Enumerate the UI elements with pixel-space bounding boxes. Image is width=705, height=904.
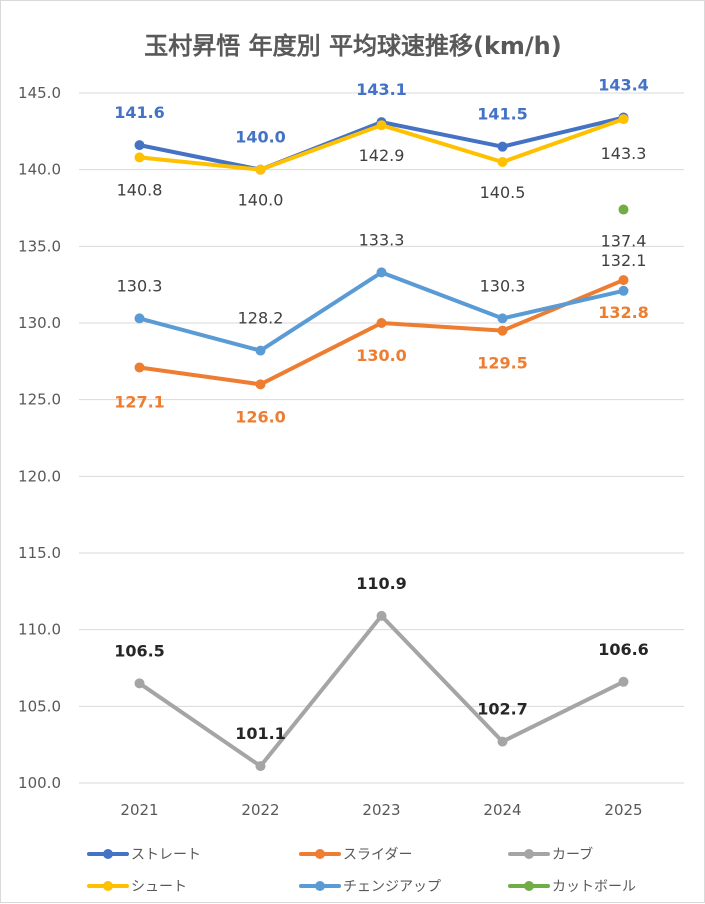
legend-entry: シュート — [87, 879, 187, 895]
data-point — [376, 318, 387, 328]
y-tick-label: 110.0 — [18, 621, 61, 639]
series-3 — [134, 114, 629, 175]
data-point — [618, 676, 629, 687]
x-tick-label: 2021 — [120, 801, 158, 819]
chart-title: 玉村昇悟 年度別 平均球速推移(km/h) — [144, 32, 561, 60]
data-label: 102.7 — [477, 700, 528, 719]
data-point — [497, 157, 508, 167]
data-point — [497, 313, 508, 324]
series-4 — [134, 267, 629, 356]
y-tick-label: 100.0 — [18, 774, 61, 792]
legend-swatch-marker — [103, 881, 113, 891]
legend-label: カットボール — [552, 879, 636, 895]
data-label: 130.0 — [356, 346, 407, 365]
legend-swatch-marker — [524, 849, 534, 859]
x-tick-label: 2025 — [604, 801, 642, 819]
data-point — [618, 204, 629, 215]
data-label: 129.5 — [477, 354, 528, 373]
data-point — [134, 152, 145, 163]
data-point — [618, 114, 629, 125]
legend-swatch-marker — [524, 881, 534, 891]
data-label: 106.6 — [598, 640, 649, 659]
data-label: 128.2 — [238, 309, 284, 328]
y-tick-label: 105.0 — [18, 697, 61, 715]
gridlines — [79, 92, 684, 784]
data-point — [497, 141, 508, 152]
data-label: 143.1 — [356, 80, 407, 99]
legend-entry: チェンジアップ — [299, 879, 441, 895]
data-label: 127.1 — [114, 392, 165, 411]
series-1 — [134, 275, 629, 390]
y-tick-label: 140.0 — [18, 161, 61, 179]
series-line — [137, 613, 626, 769]
data-label: 143.3 — [601, 144, 647, 163]
data-label: 141.6 — [114, 103, 165, 122]
data-label: 130.3 — [480, 276, 526, 295]
data-label: 140.8 — [117, 180, 163, 199]
legend-label: ストレート — [131, 847, 201, 863]
data-label: 137.4 — [601, 232, 647, 251]
data-label: 140.5 — [480, 183, 526, 202]
data-point — [134, 362, 145, 373]
series-lines — [134, 112, 629, 772]
legend-entry: スライダー — [299, 847, 412, 863]
y-tick-label: 130.0 — [18, 314, 61, 332]
data-point — [376, 267, 387, 278]
x-tick-label: 2024 — [483, 801, 521, 819]
data-label: 141.5 — [477, 105, 528, 124]
series-line — [137, 278, 626, 387]
data-label: 140.0 — [238, 191, 284, 210]
data-point — [376, 610, 387, 621]
y-tick-label: 125.0 — [18, 391, 61, 409]
y-tick-label: 145.0 — [18, 84, 61, 102]
x-axis-ticks: 2021 2022 2023 2024 2025 — [120, 801, 642, 819]
legend-label: シュート — [131, 879, 187, 895]
x-tick-label: 2022 — [241, 801, 279, 819]
data-label: 101.1 — [235, 724, 286, 743]
data-point — [618, 275, 629, 286]
legend-entry: カットボール — [508, 879, 636, 895]
legend-swatch-marker — [315, 849, 325, 859]
legend-label: カーブ — [552, 846, 593, 863]
legend-swatch-marker — [103, 849, 113, 859]
series-5 — [618, 204, 629, 215]
data-label: 133.3 — [359, 230, 405, 249]
y-tick-label: 115.0 — [18, 544, 61, 562]
data-point — [376, 120, 387, 131]
data-label: 140.0 — [235, 128, 286, 147]
data-point — [255, 761, 266, 772]
data-point — [255, 345, 266, 356]
data-label: 106.5 — [114, 641, 165, 660]
data-point — [497, 325, 508, 336]
series-2 — [134, 610, 629, 772]
data-point — [618, 285, 629, 296]
data-label: 110.9 — [356, 574, 407, 593]
legend-entry: ストレート — [87, 847, 201, 863]
data-label: 143.4 — [598, 76, 649, 95]
legend-label: スライダー — [343, 847, 412, 863]
data-label: 130.3 — [117, 276, 163, 295]
data-label: 132.8 — [598, 303, 649, 322]
data-label: 142.9 — [359, 146, 405, 165]
y-tick-label: 120.0 — [18, 467, 61, 485]
data-point — [134, 140, 145, 151]
data-label: 132.1 — [601, 251, 647, 270]
legend-label: チェンジアップ — [343, 879, 441, 895]
y-axis-ticks: 100.0 105.0 110.0 115.0 120.0 125.0 130.0 135.0… — [18, 84, 61, 792]
data-point — [255, 379, 266, 390]
legend-entry: カーブ — [508, 846, 593, 863]
data-point — [497, 736, 508, 747]
x-tick-label: 2023 — [362, 801, 400, 819]
data-labels: 141.6 140.0 143.1 141.5 143.4 127.1 126.0 130.0… — [114, 76, 649, 744]
data-point — [255, 164, 266, 175]
legend-swatch-marker — [315, 881, 325, 891]
data-point — [134, 313, 145, 324]
data-label: 126.0 — [235, 407, 286, 426]
data-point — [134, 678, 145, 689]
y-tick-label: 135.0 — [18, 237, 61, 255]
